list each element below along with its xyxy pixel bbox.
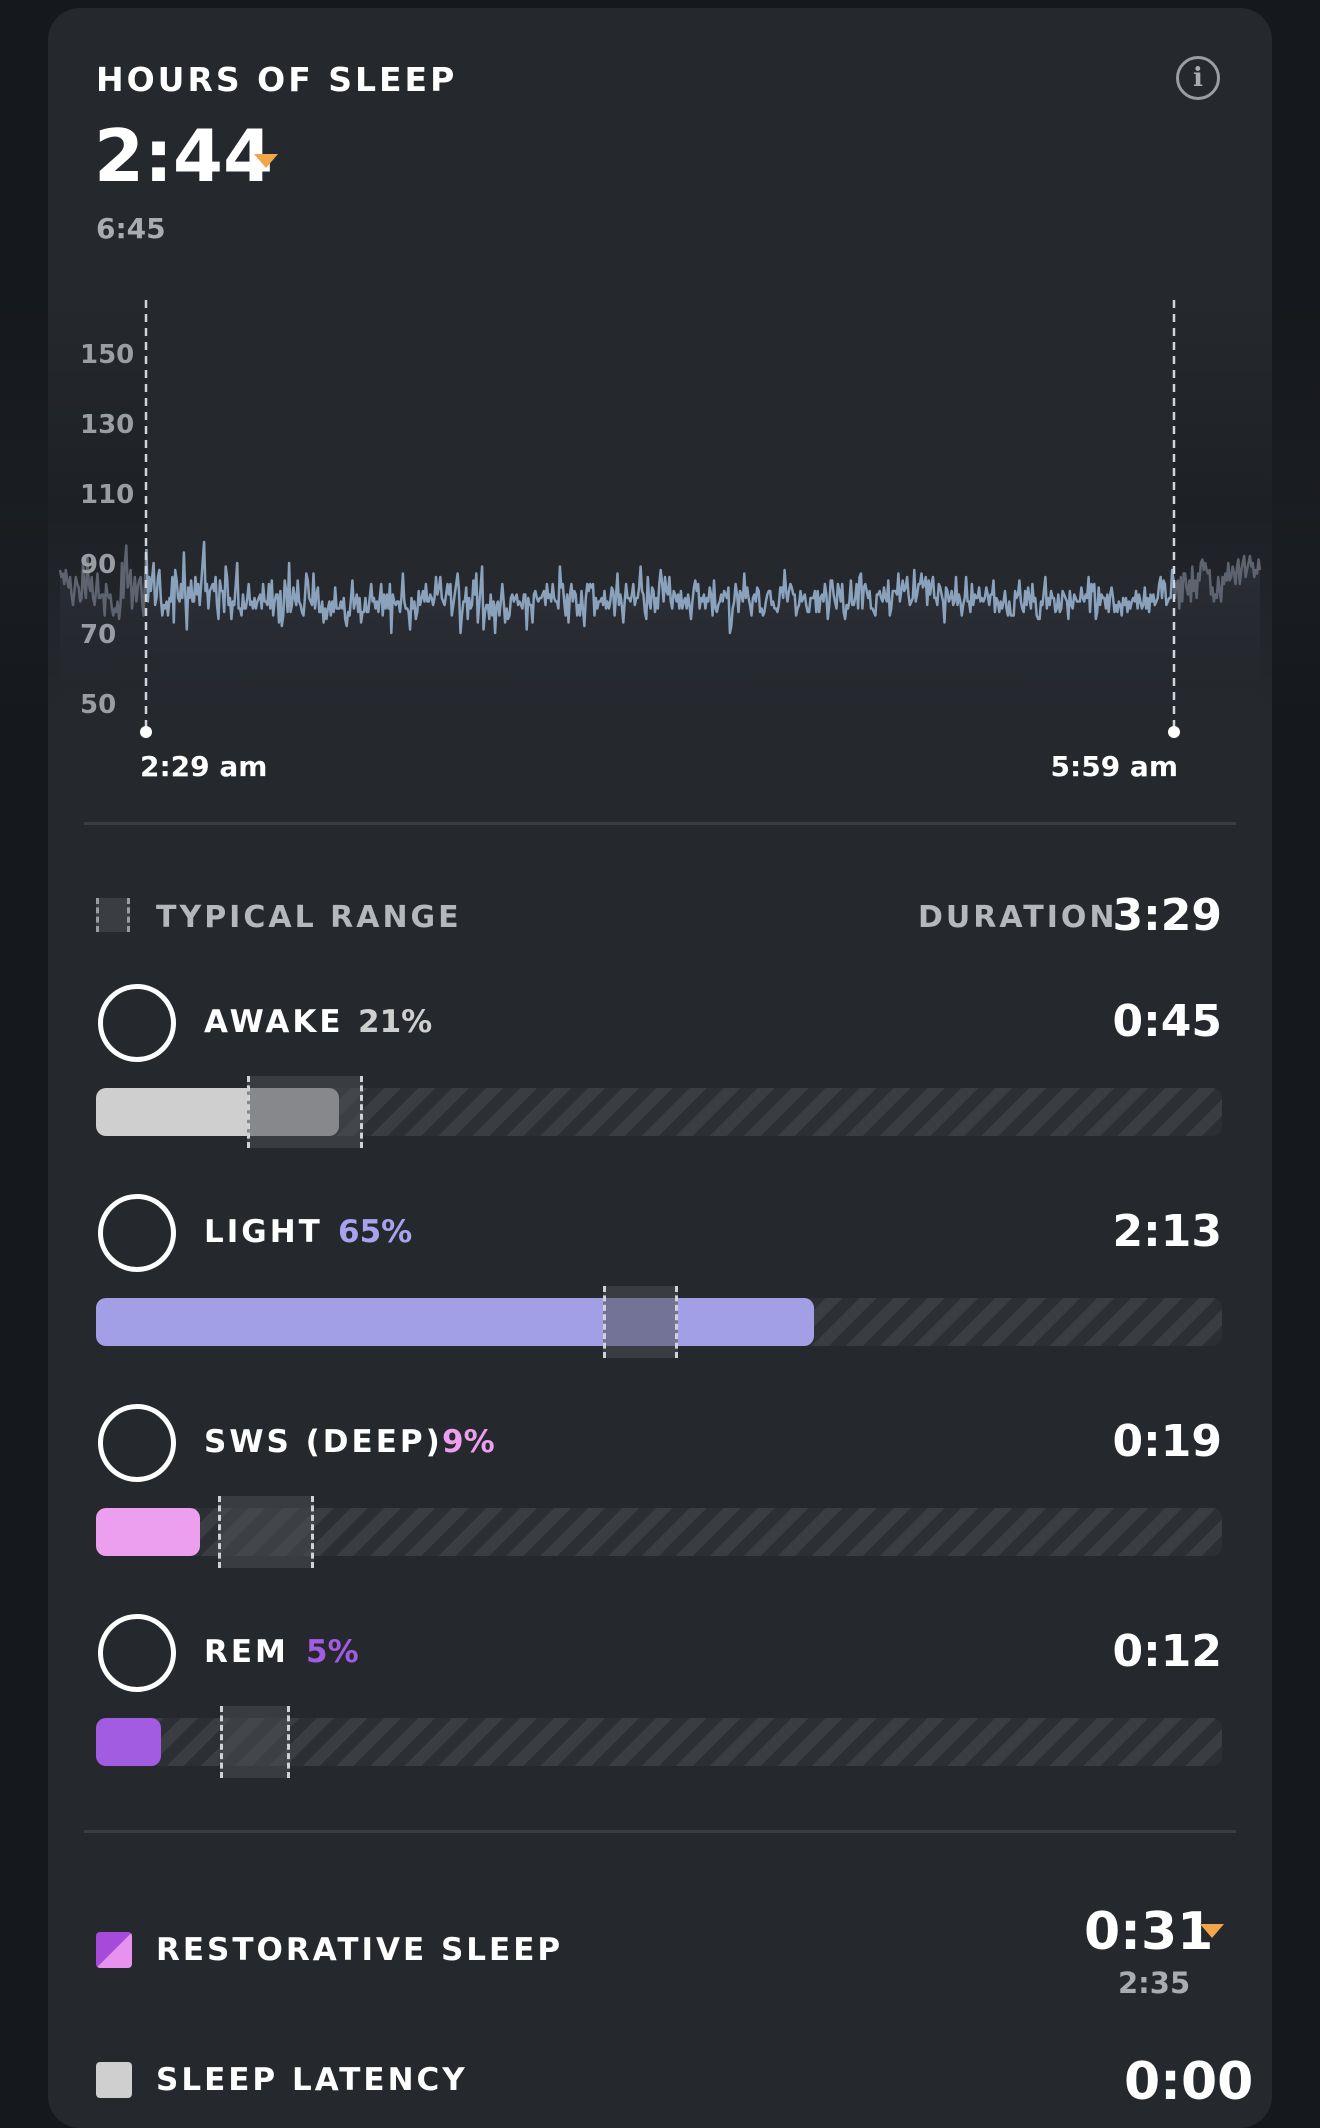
heart-rate-line-after	[1172, 554, 1262, 610]
page-title: HOURS OF SLEEP	[96, 60, 458, 99]
stage-percent: 65%	[338, 1214, 413, 1250]
stage-name: LIGHT	[204, 1214, 323, 1250]
stage-bar-track	[96, 1076, 1222, 1148]
stage-percent: 21%	[358, 1004, 433, 1040]
stage-ring-icon	[98, 984, 176, 1062]
trend-down-icon	[1200, 1924, 1224, 1938]
stage-ring-icon	[98, 1194, 176, 1272]
stage-name: AWAKE	[204, 1004, 344, 1040]
stage-bar-track	[96, 1496, 1222, 1568]
heart-rate-line	[145, 540, 1175, 635]
restorative-sleep-baseline: 2:35	[1118, 1966, 1191, 2000]
sleep-latency-label: SLEEP LATENCY	[156, 2062, 468, 2098]
stage-bar-fill	[96, 1718, 162, 1766]
stage-awake[interactable]: AWAKE 21% 0:45	[0, 984, 1320, 1184]
typical-range-label: TYPICAL RANGE	[156, 900, 462, 935]
stage-duration: 2:13	[1112, 1206, 1222, 1257]
y-tick-label: 130	[80, 410, 134, 440]
duration-value: 3:29	[1112, 890, 1222, 941]
trend-down-icon	[254, 154, 278, 168]
y-tick-label: 70	[80, 620, 116, 650]
typical-range-marker	[602, 1286, 679, 1358]
duration-label: DURATION	[918, 900, 1118, 935]
sleep-window-end-label: 5:59 am	[1051, 750, 1178, 783]
heart-rate-area	[60, 542, 1260, 720]
y-tick-label: 150	[80, 340, 134, 370]
y-tick-label: 90	[80, 550, 116, 580]
sleep-latency-swatch	[96, 2062, 132, 2098]
divider	[84, 1830, 1236, 1833]
stage-rem[interactable]: REM 5% 0:12	[0, 1614, 1320, 1814]
hours-of-sleep-value: 2:44	[94, 114, 274, 198]
typical-range-marker	[217, 1496, 315, 1568]
stage-duration: 0:19	[1112, 1416, 1222, 1467]
stage-sws-deep[interactable]: SWS (DEEP) 9% 0:19	[0, 1404, 1320, 1604]
stage-name: REM	[204, 1634, 289, 1670]
divider	[84, 822, 1236, 825]
sleep-latency-value: 0:00	[1124, 2052, 1254, 2112]
stage-bar-track	[96, 1286, 1222, 1358]
stage-bar-fill	[96, 1298, 815, 1346]
heart-rate-chart: 150 130 110 90 70 50 2:29 am 5:59 am	[0, 300, 1320, 783]
y-tick-label: 110	[80, 480, 134, 510]
stage-percent: 5%	[306, 1634, 359, 1670]
typical-range-swatch	[96, 898, 130, 932]
stage-duration: 0:12	[1112, 1626, 1222, 1677]
heart-rate-line-before	[58, 544, 148, 621]
restorative-sleep-label: RESTORATIVE SLEEP	[156, 1932, 564, 1968]
restorative-sleep-swatch	[96, 1932, 132, 1968]
baseline-value: 6:45	[96, 212, 166, 245]
stage-ring-icon	[98, 1614, 176, 1692]
y-tick-label: 50	[80, 690, 116, 720]
stage-bar-track	[96, 1706, 1222, 1778]
sleep-window-start-label: 2:29 am	[140, 750, 267, 783]
stage-name: SWS (DEEP)	[204, 1424, 443, 1460]
stage-ring-icon	[98, 1404, 176, 1482]
stage-light[interactable]: LIGHT 65% 2:13	[0, 1194, 1320, 1394]
sleep-window-start-dot	[140, 726, 152, 738]
info-icon[interactable]: i	[1176, 56, 1220, 100]
sleep-window-end-dot	[1168, 726, 1180, 738]
restorative-sleep-value: 0:31	[1084, 1902, 1214, 1962]
stage-bar-fill	[96, 1508, 200, 1556]
stage-percent: 9%	[442, 1424, 495, 1460]
typical-range-marker	[246, 1076, 363, 1148]
stage-duration: 0:45	[1112, 996, 1222, 1047]
typical-range-marker	[219, 1706, 290, 1778]
